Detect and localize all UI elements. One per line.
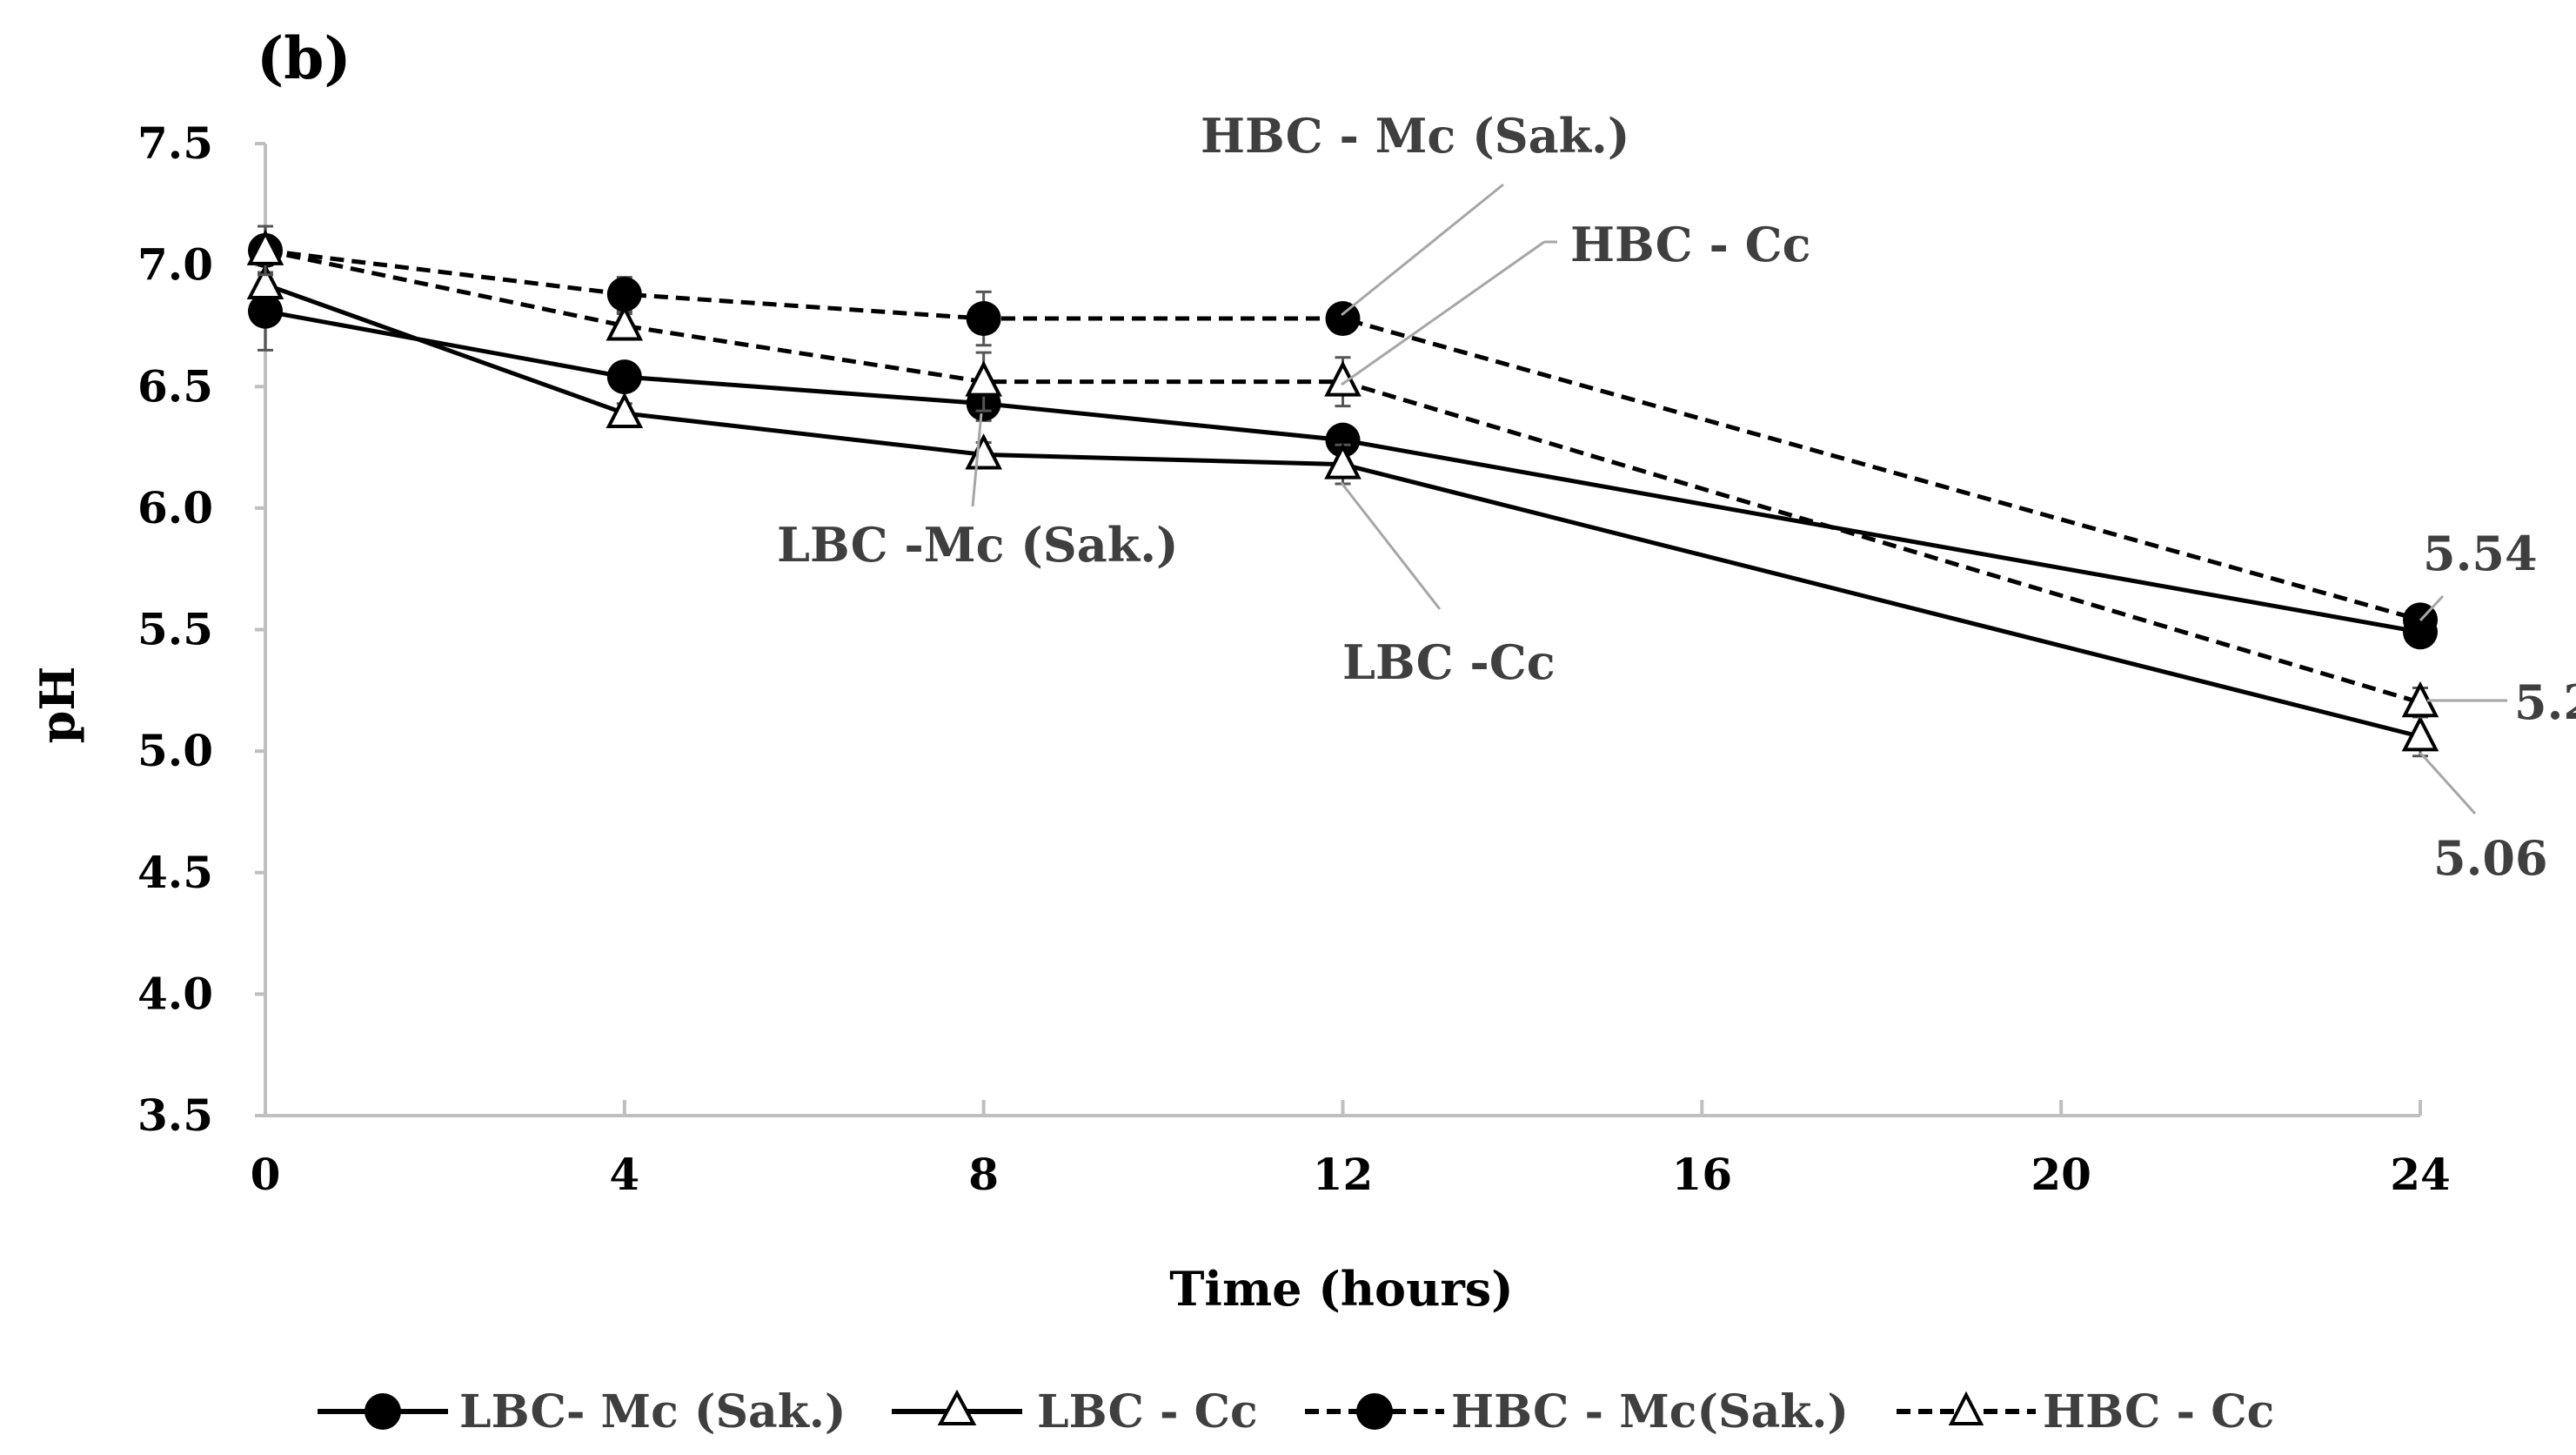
- x-tick-label: 20: [2031, 1149, 2091, 1200]
- leader-line-554: [2419, 594, 2445, 622]
- panel-label: (b): [257, 24, 351, 92]
- x-ticks: 0 4 8 12 16 20 24: [251, 1100, 2451, 1200]
- data-point-triangle: [1324, 443, 1362, 479]
- legend-label-lbc-cc: LBC - Cc: [1037, 1385, 1258, 1438]
- legend-open-triangle-marker: [937, 1389, 977, 1425]
- y-ticks: 3.5 4.0 4.5 5.0 5.5 6.0 6.5 7.0 7.5: [137, 117, 265, 1141]
- data-point-circle: [606, 359, 642, 395]
- data-point-triangle: [606, 305, 644, 341]
- leader-line-hbc-cc-top: [1341, 240, 1545, 386]
- legend-item-lbc-mc: LBC- Mc (Sak.): [318, 1385, 846, 1438]
- x-tick-label: 0: [251, 1149, 281, 1200]
- data-series: [246, 225, 2439, 758]
- legend-item-hbc-mc: HBC - Mc(Sak.): [1305, 1385, 1849, 1438]
- data-point-triangle: [246, 229, 284, 265]
- leader-line-lbc-cc: [1340, 482, 1442, 610]
- data-point-triangle: [246, 263, 284, 299]
- leader-line-hbc-mc: [1341, 183, 1504, 317]
- y-axis-title: pH: [30, 667, 85, 744]
- legend-label-hbc-cc: HBC - Cc: [2043, 1385, 2274, 1438]
- y-tick-label: 3.5: [137, 1090, 213, 1141]
- annotation-hbc-cc: HBC - Cc: [1570, 217, 1811, 272]
- legend-label-hbc-mc: HBC - Mc(Sak.): [1451, 1385, 1849, 1438]
- legend-filled-circle-marker: [365, 1393, 401, 1430]
- data-point-circle: [248, 293, 283, 329]
- annotation-5-20: 5.20: [2514, 674, 2576, 730]
- legend-filled-circle-marker: [1356, 1393, 1393, 1430]
- x-tick-label: 4: [609, 1149, 639, 1200]
- annotation-hbc-mc: HBC - Mc (Sak.): [1201, 108, 1629, 164]
- data-point-circle: [606, 277, 642, 312]
- leader-line-lbc-mc: [971, 412, 983, 507]
- legend-item-hbc-cc: HBC - Cc: [1897, 1385, 2274, 1438]
- legend-item-lbc-cc: LBC - Cc: [892, 1385, 1258, 1438]
- x-tick-label: 8: [968, 1149, 999, 1200]
- callout-annotations: HBC - Mc (Sak.) HBC - Cc LBC -Mc (Sak.) …: [777, 108, 2576, 886]
- legend-label-lbc-mc: LBC- Mc (Sak.): [459, 1385, 846, 1438]
- data-point-circle: [1325, 301, 1361, 337]
- x-axis-title: Time (hours): [1169, 1261, 1513, 1317]
- legend-open-triangle-marker: [1948, 1391, 1984, 1425]
- y-tick-label: 5.5: [137, 604, 213, 655]
- y-tick-label: 5.0: [137, 725, 213, 776]
- annotation-lbc-mc: LBC -Mc (Sak.): [777, 517, 1179, 573]
- annotation-5-06: 5.06: [2433, 830, 2548, 886]
- axes: [264, 144, 2420, 1117]
- leader-line-506: [2419, 751, 2477, 815]
- data-point-triangle: [965, 360, 1002, 397]
- x-tick-label: 24: [2390, 1149, 2451, 1200]
- legend: LBC- Mc (Sak.) LBC - Cc HBC - Mc(Sak.) H…: [318, 1385, 2274, 1438]
- annotation-lbc-cc: LBC -Cc: [1342, 634, 1556, 690]
- data-point-triangle: [606, 392, 644, 428]
- x-tick-label: 12: [1313, 1149, 1374, 1200]
- y-tick-label: 6.5: [137, 360, 213, 412]
- y-tick-label: 4.5: [137, 847, 213, 898]
- y-tick-label: 7.5: [137, 117, 213, 169]
- y-tick-label: 6.0: [137, 482, 213, 533]
- data-point-circle: [966, 301, 1001, 337]
- y-tick-label: 7.0: [137, 239, 213, 291]
- series-2: [246, 263, 2439, 758]
- x-tick-label: 16: [1672, 1149, 1733, 1200]
- data-point-circle: [1325, 422, 1361, 458]
- data-point-triangle: [2401, 714, 2439, 752]
- y-tick-label: 4.0: [137, 968, 213, 1019]
- annotation-5-54: 5.54: [2423, 526, 2538, 581]
